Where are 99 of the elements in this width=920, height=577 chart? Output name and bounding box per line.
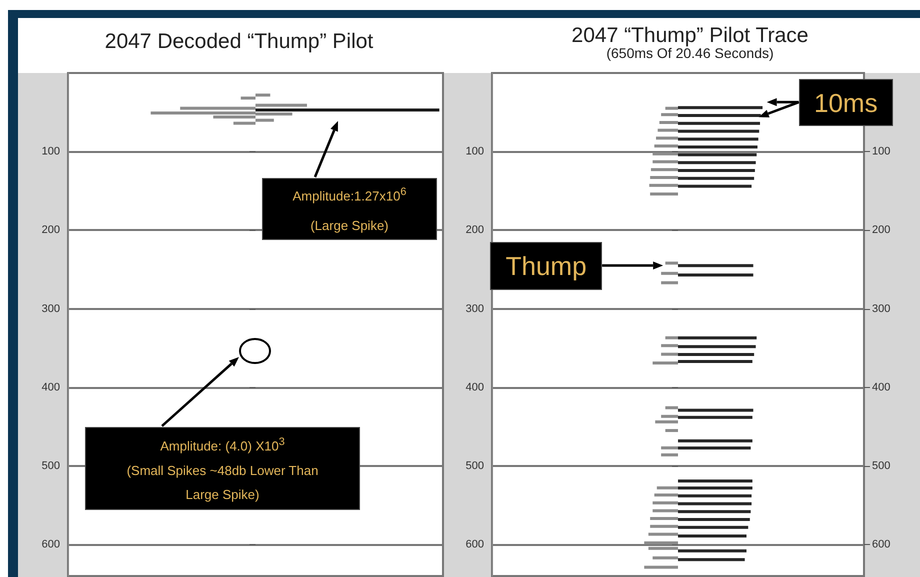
bar xyxy=(678,502,752,506)
annotation: Amplitude: (4.0) X10$^{3}$ xyxy=(160,435,285,456)
y-tick-label: 100 xyxy=(872,146,890,158)
bar xyxy=(678,176,754,180)
bar xyxy=(665,106,678,110)
bar xyxy=(656,486,678,490)
chart-title: 2047 Decoded “Thump” Pilot xyxy=(104,30,374,53)
y-tick-label: 400 xyxy=(872,381,890,394)
bar xyxy=(678,486,752,490)
bar xyxy=(652,509,678,512)
annotation: 10ms xyxy=(814,88,878,118)
bar xyxy=(644,566,678,569)
y-tick-label: 400 xyxy=(42,381,60,394)
bar xyxy=(649,184,678,187)
bar xyxy=(678,479,752,482)
bar xyxy=(678,446,751,450)
bar xyxy=(233,122,256,125)
bar xyxy=(648,546,678,550)
bar xyxy=(678,184,752,188)
y-tick-label: 300 xyxy=(42,302,60,315)
bar xyxy=(678,352,754,356)
y2-tick-label: 200 xyxy=(466,224,484,236)
bar xyxy=(648,532,678,536)
bar xyxy=(661,453,678,456)
bar xyxy=(678,518,750,521)
bar xyxy=(656,136,678,140)
y-tick-label: 200 xyxy=(42,224,60,236)
bar xyxy=(678,494,752,498)
bar xyxy=(661,344,678,348)
bar xyxy=(661,281,678,284)
bar xyxy=(654,144,678,148)
y-tick-label: 600 xyxy=(872,538,890,551)
bar xyxy=(652,361,678,364)
bar xyxy=(650,517,678,520)
bar xyxy=(678,161,756,164)
bar xyxy=(678,138,758,141)
bar xyxy=(650,524,678,528)
bar xyxy=(658,128,678,132)
y-tick-label: 500 xyxy=(872,460,890,472)
y2-tick-label: 600 xyxy=(466,538,484,551)
bar xyxy=(650,192,678,196)
y-tick-label: 600 xyxy=(42,538,60,551)
bar xyxy=(661,113,678,116)
bar xyxy=(644,541,678,544)
bar xyxy=(256,108,440,112)
bar xyxy=(678,510,751,514)
bar xyxy=(678,169,755,172)
y2-tick-label: 300 xyxy=(466,302,484,315)
bar xyxy=(678,145,758,148)
annotation: Thump xyxy=(506,250,587,281)
y-tick-label: 500 xyxy=(42,460,60,472)
bar xyxy=(678,360,752,364)
bar xyxy=(678,153,757,156)
bar xyxy=(661,414,678,418)
bar xyxy=(652,556,678,560)
bar xyxy=(256,118,274,122)
bar xyxy=(678,336,757,340)
bar xyxy=(654,493,678,496)
bar xyxy=(678,122,760,125)
bar xyxy=(256,94,270,97)
annotation: Amplitude:1.27x10$^{6}$ xyxy=(292,184,406,206)
bar xyxy=(678,130,760,133)
bar xyxy=(652,160,678,164)
bar xyxy=(678,345,756,348)
bar xyxy=(256,104,307,107)
bar xyxy=(678,264,754,268)
bar xyxy=(661,446,678,450)
bar xyxy=(678,439,752,442)
annotation: (Large Spike) xyxy=(310,217,389,236)
y2-tick-label: 500 xyxy=(466,460,484,472)
bar xyxy=(661,272,678,275)
bar xyxy=(659,120,678,124)
y-tick-label: 300 xyxy=(872,302,890,315)
y-tick-label: 200 xyxy=(872,224,890,236)
annotation: (Small Spikes ~48db Lower Than Large Spike) xyxy=(126,462,320,504)
bar xyxy=(678,558,745,562)
y2-tick-label: 400 xyxy=(466,381,484,394)
bar xyxy=(652,501,678,504)
bar xyxy=(678,274,754,277)
bar xyxy=(652,152,678,156)
bar xyxy=(661,352,678,356)
bar xyxy=(240,96,256,100)
bar xyxy=(650,176,678,179)
bar xyxy=(665,336,678,340)
bar xyxy=(678,534,746,538)
bar xyxy=(665,406,678,410)
y2-tick-label: 100 xyxy=(466,146,484,158)
bar xyxy=(655,420,678,424)
chart-subtitle: (650ms Of 20.46 Seconds) xyxy=(606,45,774,61)
bar xyxy=(665,262,678,265)
chart-title: 2047 “Thump” Pilot Trace xyxy=(572,24,808,47)
bar xyxy=(665,429,678,432)
bar xyxy=(678,549,746,552)
bar xyxy=(650,168,678,172)
bar xyxy=(678,416,752,419)
bar xyxy=(678,526,748,529)
y-tick-label: 100 xyxy=(42,146,60,158)
bar xyxy=(678,408,754,412)
bar xyxy=(678,106,763,110)
